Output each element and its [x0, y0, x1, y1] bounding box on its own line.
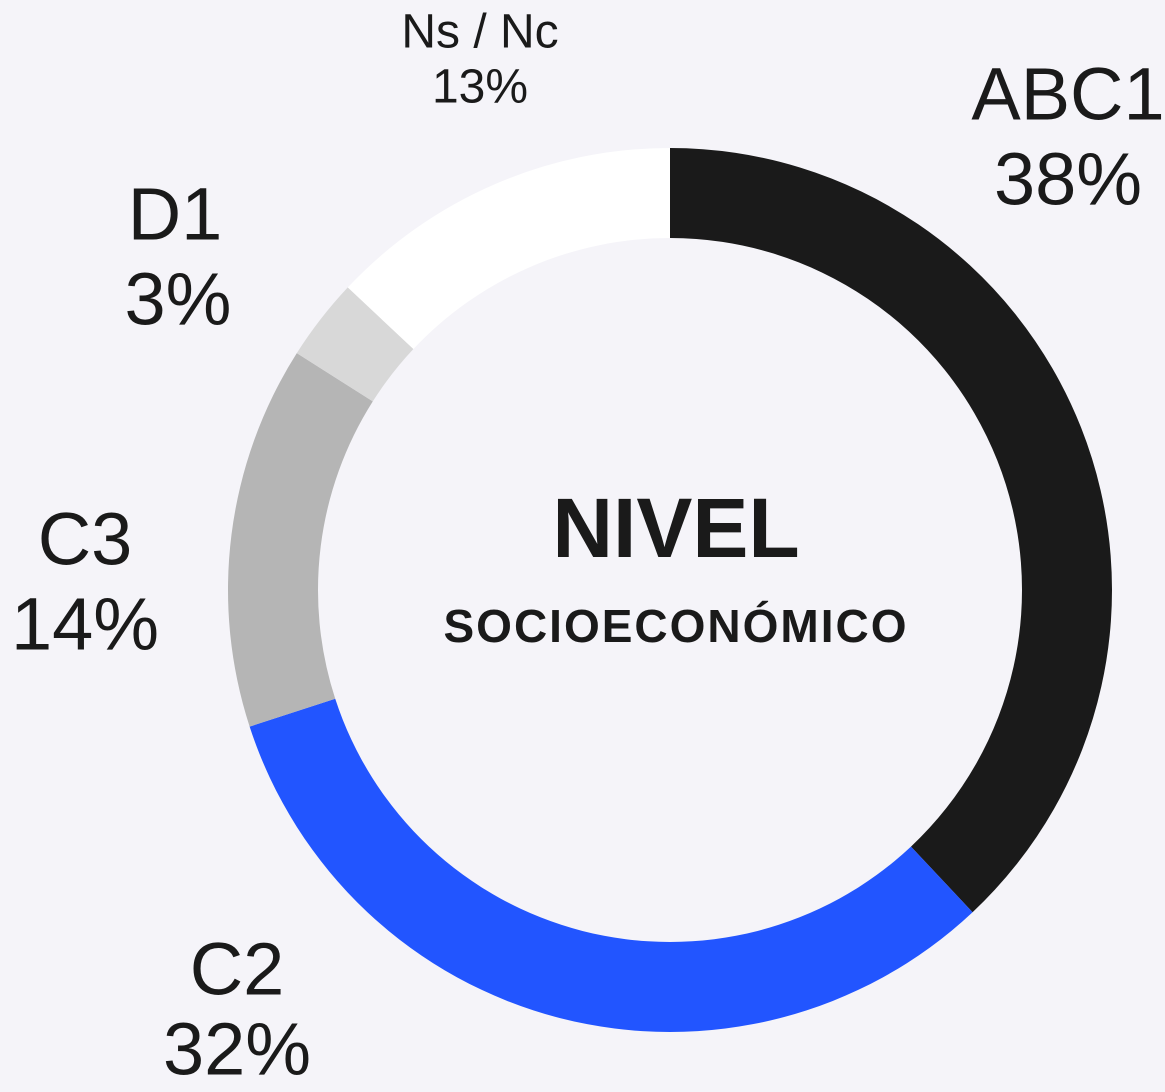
donut-segment: [228, 353, 373, 727]
value-label: 14%: [11, 583, 159, 666]
value-label: 3%: [125, 258, 232, 341]
donut: [228, 148, 1113, 1032]
category-label: C2: [190, 928, 285, 1011]
value-label: 13%: [432, 61, 528, 114]
chart-subtitle: SOCIOECONÓMICO: [443, 600, 908, 652]
donut-segment: [347, 148, 670, 350]
category-label: Ns / Nc: [401, 6, 558, 59]
value-label: 38%: [994, 138, 1142, 221]
donut-segment: [296, 287, 414, 402]
category-label: D1: [128, 173, 223, 256]
donut-segment: [249, 698, 973, 1032]
category-label: C3: [38, 498, 133, 581]
value-label: 32%: [163, 1008, 311, 1091]
donut-segment: [670, 148, 1113, 913]
chart-title: NIVEL: [552, 481, 799, 575]
category-label: ABC1: [971, 53, 1164, 136]
